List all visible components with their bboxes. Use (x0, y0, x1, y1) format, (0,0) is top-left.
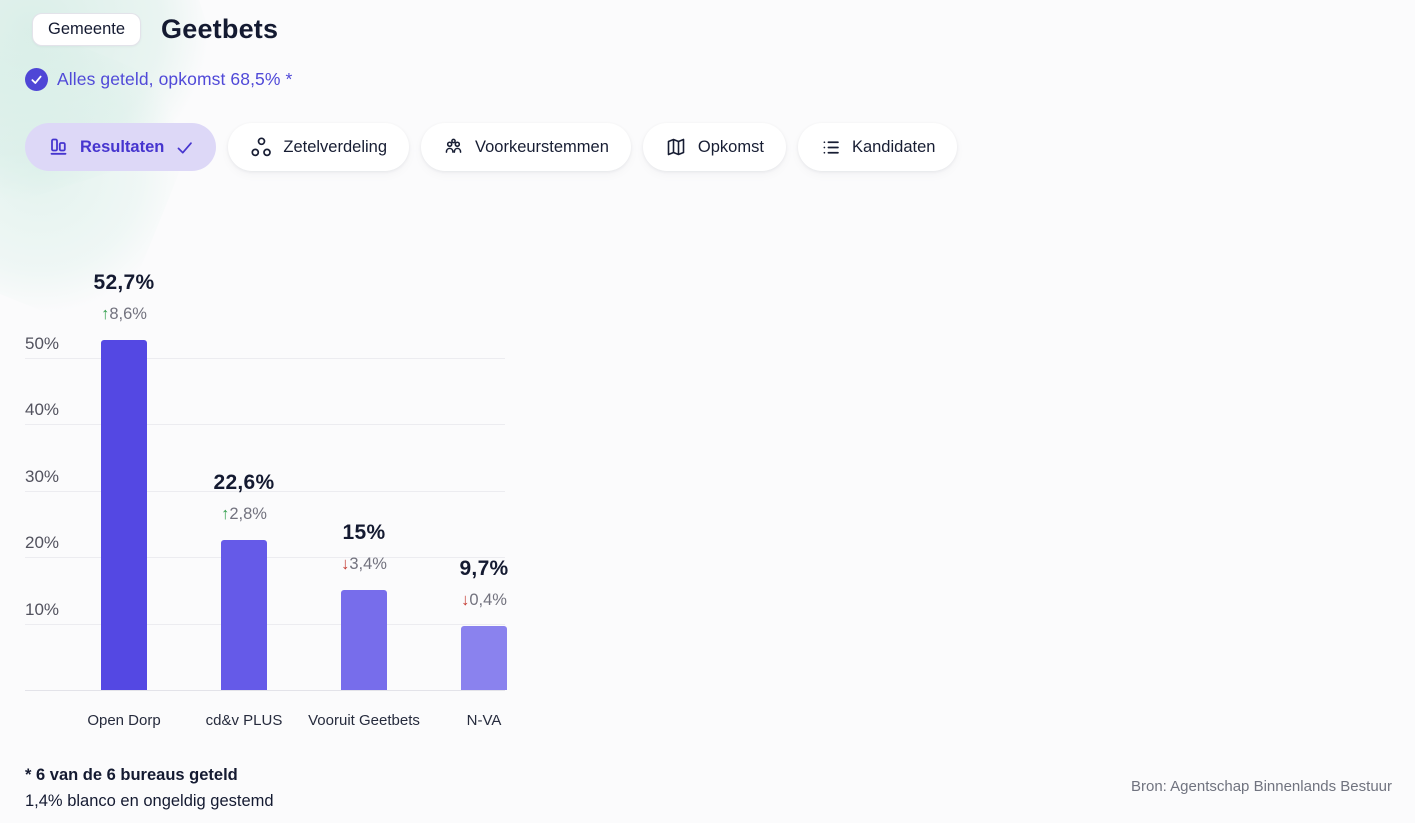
municipality-badge: Gemeente (32, 13, 142, 46)
check-circle-icon (25, 68, 48, 91)
map-icon (665, 136, 687, 158)
tab-label: Zetelverdeling (283, 137, 387, 156)
bar-change-label: ↓0,4% (404, 591, 564, 610)
bar-cd-v-plus[interactable] (221, 539, 267, 690)
bar-vooruit-geetbets[interactable] (341, 590, 387, 690)
change-value: 8,6% (109, 305, 147, 324)
seats-icon (250, 136, 272, 158)
down-arrow-icon: ↓ (341, 555, 350, 574)
tab-opkomst[interactable]: Opkomst (642, 123, 786, 171)
people-icon (443, 137, 464, 158)
tab-resultaten[interactable]: Resultaten (25, 123, 217, 171)
list-icon (820, 137, 841, 158)
x-axis-category-label: N-VA (466, 712, 502, 729)
down-arrow-icon: ↓ (461, 590, 470, 609)
bar-n-va[interactable] (461, 625, 507, 690)
gridline (25, 358, 505, 359)
bar-open-dorp[interactable] (101, 340, 147, 690)
tab-label: Opkomst (697, 137, 764, 156)
y-axis-tick: 20% (25, 533, 60, 553)
gridline (25, 424, 505, 426)
bar-chart-icon (47, 136, 69, 158)
bar-change-label: ↑2,8% (164, 505, 324, 524)
x-axis-baseline (25, 690, 505, 691)
page-title: Geetbets (161, 14, 279, 44)
tab-bar: Resultaten Zetelverdeling (25, 123, 958, 171)
x-axis-category-label: Vooruit Geetbets (308, 712, 420, 729)
up-arrow-icon: ↑ (101, 305, 110, 324)
tab-zetelverdeling[interactable]: Zetelverdeling (228, 123, 409, 171)
bar-value-label: 15% (342, 521, 386, 545)
change-value: 0,4% (469, 590, 507, 609)
y-axis-tick: 40% (25, 400, 60, 420)
x-axis-category-label: cd&v PLUS (205, 712, 283, 729)
footnote-blanco: 1,4% blanco en ongeldig gestemd (25, 791, 274, 810)
count-status: Alles geteld, opkomst 68,5% * (25, 68, 292, 91)
tab-kandidaten[interactable]: Kandidaten (797, 123, 958, 171)
change-value: 3,4% (349, 555, 387, 574)
gridline (25, 490, 505, 492)
y-axis-tick: 50% (25, 334, 60, 353)
bar-value-label: 9,7% (459, 556, 509, 580)
up-arrow-icon: ↑ (221, 504, 230, 523)
footnotes: * 6 van de 6 bureaus geteld 1,4% blanco … (25, 763, 274, 814)
tab-label: Kandidaten (851, 137, 936, 156)
source-attribution: Bron: Agentschap Binnenlands Bestuur (1130, 778, 1392, 795)
y-axis-tick: 10% (25, 599, 60, 619)
bar-value-label: 52,7% (93, 271, 155, 295)
tab-label: Voorkeurstemmen (475, 137, 609, 156)
footnote-bureaus: * 6 van de 6 bureaus geteld (25, 766, 238, 784)
bar-value-label: 22,6% (213, 470, 275, 494)
header: Gemeente Geetbets (32, 13, 278, 46)
x-axis-category-label: Open Dorp (87, 712, 161, 729)
check-icon (175, 138, 194, 157)
change-value: 2,8% (229, 504, 267, 523)
tab-voorkeurstemmen[interactable]: Voorkeurstemmen (421, 123, 631, 171)
status-text: Alles geteld, opkomst 68,5% * (57, 69, 293, 89)
y-axis-tick: 30% (25, 466, 60, 486)
tab-label: Resultaten (80, 137, 165, 156)
bar-change-label: ↓3,4% (284, 555, 444, 574)
bar-change-label: ↑8,6% (44, 305, 204, 324)
bar-chart: 10% 20% 30% 40% 50% 52,7% ↑8,6% Open Dorp 22,6% ↑… (25, 260, 508, 729)
